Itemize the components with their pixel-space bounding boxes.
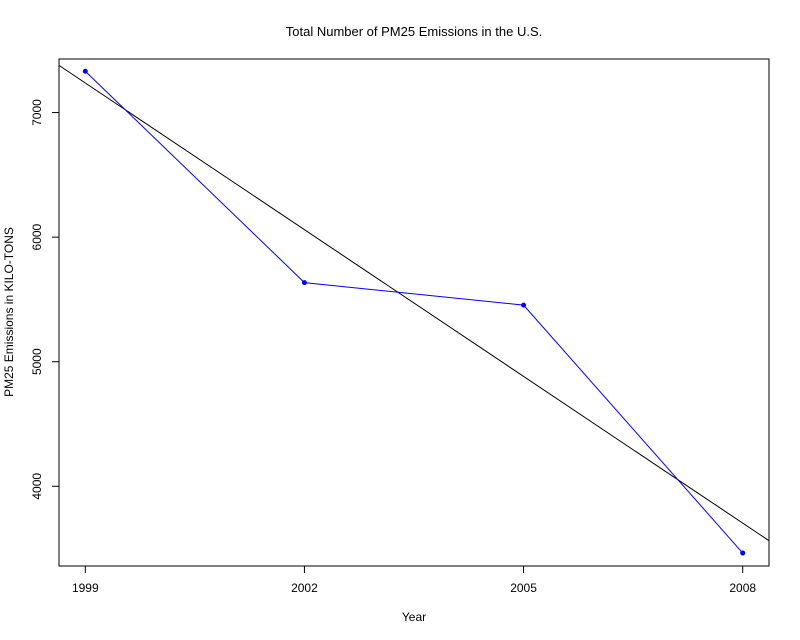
chart-title: Total Number of PM25 Emissions in the U.… [286,24,543,39]
data-point [82,68,88,74]
y-tick-label: 5000 [30,348,44,375]
x-tick-label: 1999 [72,581,99,595]
data-point [301,280,307,286]
y-axis-label: PM25 Emissions in KILO-TONS [2,227,16,397]
data-point [521,302,527,308]
trend-line [58,64,770,542]
y-tick-label: 6000 [30,223,44,250]
plot-frame [58,58,770,567]
data-point [740,550,746,556]
series-line [84,70,744,554]
trend-layer [58,64,770,542]
y-tick-label: 4000 [30,473,44,500]
x-axis: 1999 2002 2005 2008 [72,566,756,595]
y-axis: 4000 5000 6000 7000 [30,99,59,500]
x-tick-label: 2005 [510,581,537,595]
series-layer [82,68,746,556]
y-tick-label: 7000 [30,99,44,126]
x-tick-label: 2008 [729,581,756,595]
x-tick-label: 2002 [291,581,318,595]
x-axis-label: Year [402,610,426,624]
